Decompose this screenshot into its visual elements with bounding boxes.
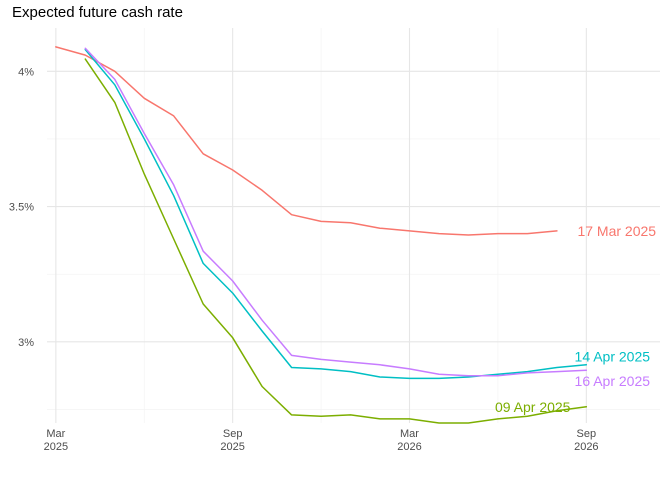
series-label-17-mar-2025: 17 Mar 2025 — [577, 223, 656, 239]
x-tick-label: Mar 2026 — [397, 428, 421, 453]
x-tick-label: Sep 2025 — [220, 428, 244, 453]
series-label-16-apr-2025: 16 Apr 2025 — [575, 373, 651, 389]
series-lines — [55, 46, 588, 424]
y-tick-label: 4% — [18, 66, 34, 78]
chart-title: Expected future cash rate — [12, 4, 183, 21]
y-tick-label: 3.5% — [9, 202, 34, 214]
series-line-16-apr-2025 — [84, 47, 588, 377]
series-line-14-apr-2025 — [84, 48, 588, 380]
y-axis-tick-labels: 3% 3.5% 4% — [9, 66, 34, 349]
grid-lines — [47, 28, 660, 423]
series-label-14-apr-2025: 14 Apr 2025 — [575, 349, 651, 365]
x-axis-tick-labels: Mar 2025 Sep 2025 Mar 2026 Sep 2026 — [44, 428, 599, 453]
series-label-09-apr-2025: 09 Apr 2025 — [495, 399, 571, 415]
x-tick-label: Mar 2025 — [44, 428, 68, 453]
series-line-17-mar-2025 — [55, 46, 558, 236]
y-tick-label: 3% — [18, 337, 34, 349]
x-tick-label: Sep 2026 — [574, 428, 598, 453]
series-line-09-apr-2025 — [84, 58, 588, 424]
